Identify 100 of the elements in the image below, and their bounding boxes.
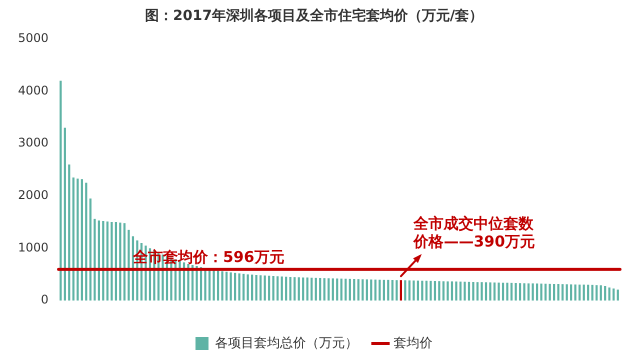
bar: [242, 274, 245, 301]
bar: [238, 273, 240, 301]
bar: [187, 264, 190, 301]
bar: [566, 284, 568, 301]
y-tick-label: 2000: [18, 188, 49, 202]
bar: [404, 280, 406, 301]
bar: [604, 286, 606, 301]
bar: [276, 276, 279, 301]
bar: [616, 290, 619, 301]
bar: [455, 282, 458, 301]
bar: [94, 218, 96, 301]
bar: [230, 272, 232, 301]
bar: [357, 279, 360, 301]
legend-label: 套均价: [394, 336, 432, 351]
bar: [416, 280, 420, 301]
bar: [527, 283, 530, 301]
bar: [421, 280, 424, 301]
bar: [162, 254, 164, 301]
bar: [64, 128, 66, 301]
bar: [370, 280, 372, 301]
bar: [366, 279, 368, 301]
annotation: 全市成交中位套数价格——390万元: [412, 214, 536, 251]
legend-label: 各项目套均总价（万元）: [215, 336, 358, 351]
bar: [489, 282, 492, 301]
bar: [412, 280, 415, 301]
bar: [89, 198, 92, 301]
bar: [264, 275, 266, 301]
bar: [574, 284, 576, 301]
bar: [544, 284, 547, 301]
bar: [68, 164, 70, 301]
bar: [374, 280, 376, 301]
bar: [600, 285, 602, 301]
bar: [480, 282, 483, 301]
bar: [400, 280, 402, 301]
annotation: 全市套均价：596万元: [132, 248, 284, 266]
bar: [557, 284, 560, 301]
bar: [102, 221, 104, 301]
bar: [425, 280, 428, 301]
bar: [251, 274, 254, 301]
bar: [540, 284, 542, 301]
bar: [332, 278, 334, 301]
bar: [106, 222, 109, 301]
bar: [285, 276, 288, 301]
bar: [221, 271, 224, 301]
bar: [518, 283, 522, 301]
bar: [216, 270, 220, 301]
bar: [328, 278, 330, 301]
bar: [396, 280, 398, 301]
bar: [119, 222, 122, 301]
bar: [514, 283, 517, 301]
bar: [298, 277, 300, 301]
bar: [362, 279, 364, 301]
bar: [323, 278, 326, 301]
bar: [510, 282, 513, 301]
bar: [72, 178, 74, 301]
bar: [459, 282, 462, 301]
bar: [340, 278, 342, 301]
bar: [476, 282, 479, 301]
bar: [255, 274, 258, 301]
bar: [498, 282, 500, 301]
bar: [294, 277, 296, 301]
bar: [472, 282, 474, 301]
bar: [60, 80, 62, 301]
bar: [280, 276, 283, 301]
bar: [430, 280, 432, 301]
bar: [442, 281, 445, 301]
y-tick-label: 0: [40, 292, 49, 307]
bar: [268, 276, 270, 301]
bar: [608, 288, 610, 301]
bar: [570, 284, 572, 301]
bar: [314, 278, 317, 301]
bar: [446, 281, 449, 301]
bar: [562, 284, 564, 301]
bar: [344, 278, 347, 301]
bar: [306, 278, 308, 301]
bar: [434, 281, 436, 301]
bar: [587, 284, 590, 301]
bar: [76, 178, 79, 301]
bar: [212, 270, 215, 301]
y-tick-label: 5000: [18, 30, 49, 45]
bar: [548, 284, 551, 301]
bar: [612, 288, 615, 301]
bar: [378, 280, 381, 301]
bar: [348, 278, 351, 301]
bar: [387, 280, 390, 301]
bar: [382, 280, 385, 301]
bar: [391, 280, 394, 301]
bar: [502, 282, 504, 301]
bar: [272, 276, 274, 301]
bar: [114, 222, 118, 301]
bar: [246, 274, 249, 301]
bar: [302, 277, 304, 301]
bar: [506, 282, 508, 301]
bar: [123, 223, 126, 301]
bar: [578, 284, 581, 301]
bar: [234, 272, 236, 301]
bar: [536, 284, 538, 301]
bar: [582, 284, 585, 301]
y-tick-label: 3000: [18, 136, 49, 150]
bar: [438, 281, 440, 301]
